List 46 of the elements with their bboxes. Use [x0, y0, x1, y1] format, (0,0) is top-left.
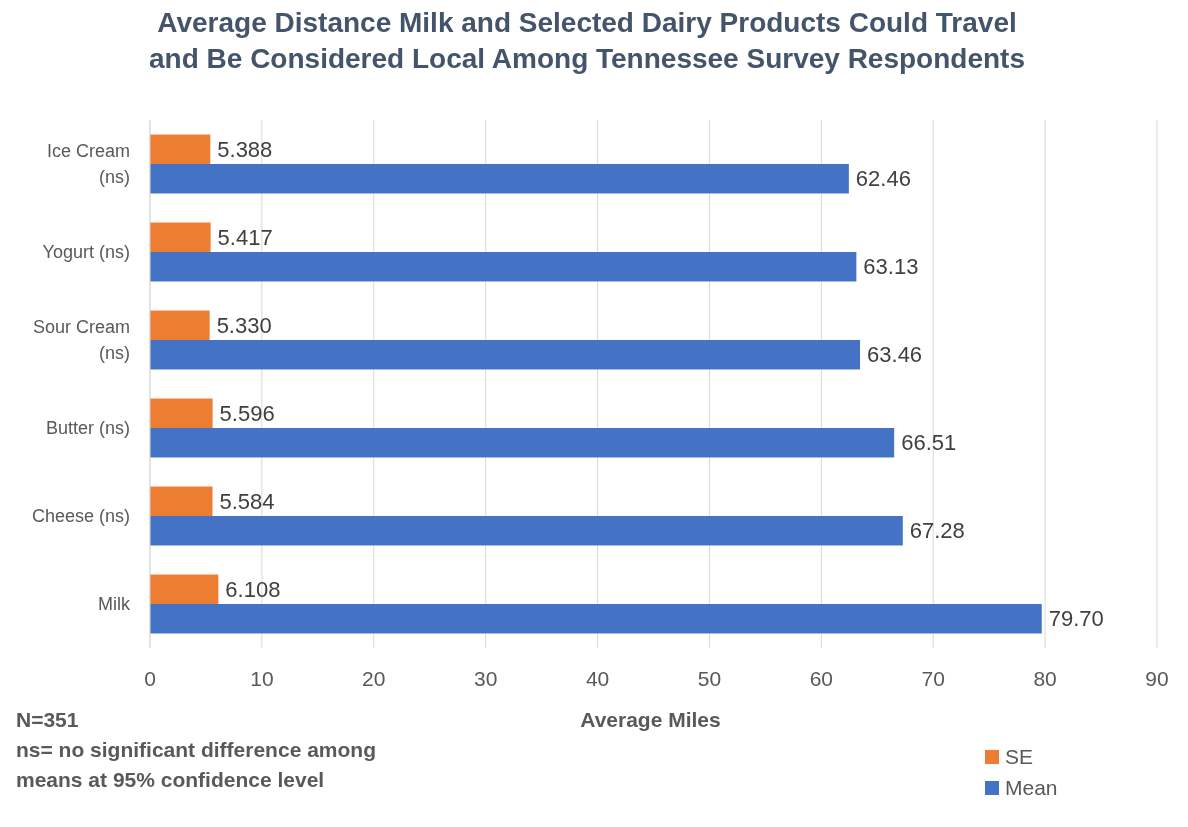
y-tick-label: Sour Cream (ns)	[32, 317, 130, 364]
data-label: 63.46	[867, 342, 923, 368]
y-tick-label: Cheese (ns)	[31, 506, 130, 527]
y-tick-label: Milk	[98, 594, 131, 615]
text: ns= no significant difference among means at 95% confidence level	[16, 738, 376, 791]
legend-label: SE	[1005, 745, 1034, 769]
bar	[150, 134, 211, 164]
y-tick-label: Butter (ns)	[45, 418, 130, 439]
x-tick-label: 40	[585, 667, 610, 690]
x-tick-label: 90	[1145, 667, 1169, 690]
data-label: 67.28	[909, 518, 965, 544]
x-tick-label: 30	[473, 667, 498, 690]
data-label: 66.51	[901, 430, 957, 456]
bar	[150, 340, 861, 370]
bar	[150, 164, 849, 194]
bar	[150, 428, 895, 458]
x-tick-label: 10	[250, 667, 274, 690]
bar	[150, 310, 210, 340]
data-label: 5.584	[219, 488, 275, 514]
x-tick-label: 0	[144, 667, 156, 690]
bar	[150, 252, 857, 282]
data-label: 6.108	[225, 576, 281, 602]
data-label: 63.13	[863, 254, 919, 280]
x-tick-label: 80	[1033, 667, 1057, 690]
bar	[150, 604, 1042, 634]
x-axis-title: Average Miles	[580, 708, 721, 731]
bar	[150, 486, 213, 516]
x-tick-label: 60	[809, 667, 834, 690]
data-label: 5.388	[217, 136, 273, 162]
legend-label: Mean	[1005, 776, 1058, 800]
y-tick-label: Yogurt (ns)	[42, 242, 130, 263]
x-tick-label: 20	[362, 667, 386, 690]
x-tick-label: 50	[697, 667, 722, 690]
text: N=351	[16, 708, 79, 731]
bar	[150, 222, 211, 252]
data-label: 79.70	[1048, 606, 1104, 632]
data-label: 5.596	[219, 400, 275, 426]
x-tick-label: 70	[921, 667, 945, 690]
bar	[150, 398, 213, 428]
data-label: 62.46	[855, 166, 911, 192]
chart-title: Average Distance Milk and Selected Dairy Products Could Travel and Be Considered Local Among Tennessee Survey Respondents	[149, 7, 1025, 74]
bar	[150, 574, 219, 604]
bar	[150, 516, 903, 546]
data-label: 5.417	[217, 224, 273, 250]
data-label: 5.330	[216, 312, 272, 338]
y-tick-label: Ice Cream (ns)	[46, 141, 130, 188]
